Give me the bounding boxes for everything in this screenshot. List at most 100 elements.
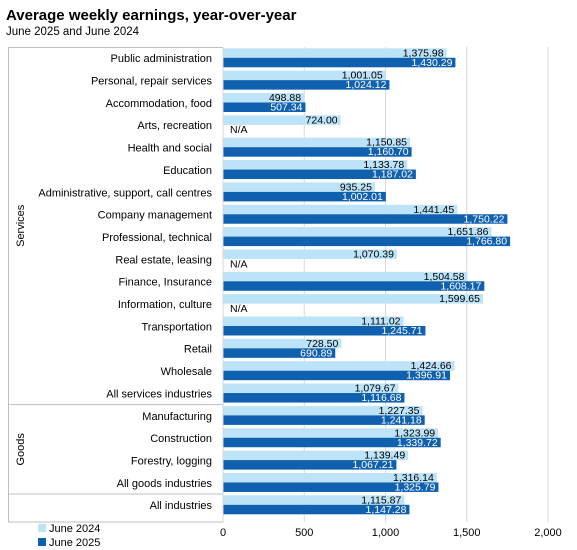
bar-june-2024 [223, 472, 437, 483]
data-label-june-2025: 1,116.68 [361, 392, 401, 404]
data-label-june-2024: 1,139.49 [364, 450, 405, 462]
data-label-june-2024: 1,323.99 [394, 427, 435, 439]
bar-june-2024 [223, 160, 408, 170]
bar-june-2024 [223, 383, 399, 394]
bar-june-2025 [223, 326, 426, 336]
data-label-june-2025: 507.34 [270, 102, 302, 114]
bar-june-2024 [223, 450, 409, 461]
legend-label-june-2025: June 2025 [49, 537, 100, 549]
bar-june-2025 [223, 169, 416, 180]
data-label-june-2025: 1,430.29 [412, 57, 453, 69]
data-label-june-2025: 1,002.01 [342, 191, 383, 203]
data-label-june-2025: 1,245.71 [382, 325, 423, 337]
data-label-june-2025: 1,160.70 [368, 146, 409, 158]
data-label-june-2024: 1,070.39 [353, 248, 394, 260]
group-label: Goods [15, 433, 27, 466]
legend-swatch-june-2024 [38, 524, 46, 532]
bar-june-2024 [223, 338, 342, 349]
category-label: Personal, repair services [91, 76, 213, 88]
bar-june-2025 [223, 281, 485, 291]
category-label: Public administration [111, 53, 213, 65]
data-label-june-2024: 1,651.86 [448, 226, 489, 238]
category-label: Wholesale [161, 366, 212, 378]
category-label: Company management [98, 210, 212, 222]
data-label-june-2025: 1,608.17 [440, 280, 481, 292]
data-label-june-2025: 1,147.28 [366, 504, 407, 516]
bar-june-2025 [223, 348, 336, 358]
x-tick-label: 500 [295, 527, 313, 539]
data-label-june-2024: 1,001.05 [342, 70, 383, 82]
chart-title: Average weekly earnings, year-over-year [6, 7, 297, 24]
bar-june-2024 [223, 361, 455, 371]
category-label: Information, culture [118, 299, 212, 311]
x-tick-label: 2,000 [534, 527, 562, 539]
bar-june-2024 [223, 70, 386, 81]
bar-june-2025 [223, 393, 405, 403]
bar-june-2025 [223, 214, 508, 224]
data-label-june-2025: 1,187.02 [372, 169, 413, 181]
bar-june-2024 [223, 294, 483, 304]
data-label-june-2024: 1,504.58 [424, 271, 465, 283]
data-label-june-2024: 1,115.87 [361, 494, 401, 506]
bar-june-2024 [223, 227, 492, 237]
data-label-june-2024: 1,424.66 [411, 360, 452, 372]
bar-june-2025 [223, 482, 439, 492]
data-label-june-2024: 935.25 [340, 181, 372, 193]
data-label-june-2025: 1,024.12 [346, 79, 387, 91]
category-label: Accommodation, food [106, 98, 212, 110]
bar-june-2024 [223, 271, 468, 282]
bar-june-2024 [223, 428, 439, 438]
data-label-june-2024: 1,150.85 [366, 137, 407, 149]
data-label-june-2025: 1,339.72 [397, 437, 438, 449]
bar-june-2024 [223, 93, 305, 103]
bar-june-2025 [223, 80, 390, 90]
category-label: Transportation [141, 321, 212, 333]
chart-subtitle: June 2025 and June 2024 [6, 26, 140, 38]
data-label-june-2024: 1,316.14 [393, 472, 434, 484]
data-label-june-2025: N/A [230, 303, 248, 315]
category-label: Professional, technical [102, 232, 212, 244]
category-label: Retail [184, 344, 212, 356]
data-label-june-2025: 1,766.80 [466, 236, 507, 248]
x-tick-label: 1,000 [372, 527, 400, 539]
x-tick-label: 1,500 [453, 527, 481, 539]
data-label-june-2025: N/A [230, 124, 248, 136]
category-label: Health and social [128, 143, 212, 155]
data-label-june-2024: 1,079.67 [355, 383, 396, 395]
bar-june-2025 [223, 415, 425, 425]
data-label-june-2024: 1,599.65 [439, 293, 480, 305]
bar-june-2025 [223, 102, 306, 112]
data-label-june-2024: 728.50 [306, 338, 338, 350]
data-label-june-2025: 1,241.18 [381, 414, 422, 426]
category-label: Real estate, leasing [115, 254, 212, 266]
bar-june-2025 [223, 370, 450, 381]
bar-june-2025 [223, 57, 456, 68]
category-label: Forestry, logging [131, 455, 212, 467]
category-label: All goods industries [117, 478, 213, 490]
bar-june-2024 [223, 405, 423, 416]
data-label-june-2025: 1,750.22 [464, 213, 505, 225]
data-label-june-2025: 1,396.91 [406, 370, 447, 382]
data-label-june-2024: 1,375.98 [403, 47, 444, 59]
group-label: Services [15, 204, 27, 247]
data-label-june-2025: 1,067.21 [353, 459, 394, 471]
data-label-june-2024: 1,111.02 [361, 316, 400, 328]
data-label-june-2024: 1,441.45 [413, 204, 454, 216]
category-label: Manufacturing [142, 411, 212, 423]
bar-june-2025 [223, 504, 410, 515]
category-label: Education [163, 165, 212, 177]
category-label: Construction [150, 433, 212, 445]
data-label-june-2025: N/A [230, 258, 248, 270]
x-tick-label: 0 [220, 527, 226, 539]
category-label: Administrative, support, call centres [38, 187, 212, 199]
bar-june-2024 [223, 316, 404, 326]
data-label-june-2024: 724.00 [306, 114, 338, 126]
bar-june-2025 [223, 236, 511, 247]
data-label-june-2025: 690.89 [300, 347, 332, 359]
data-label-june-2024: 498.88 [269, 92, 301, 104]
bar-june-2025 [223, 460, 397, 470]
bar-june-2024 [223, 48, 447, 58]
legend-label-june-2024: June 2024 [49, 523, 100, 535]
